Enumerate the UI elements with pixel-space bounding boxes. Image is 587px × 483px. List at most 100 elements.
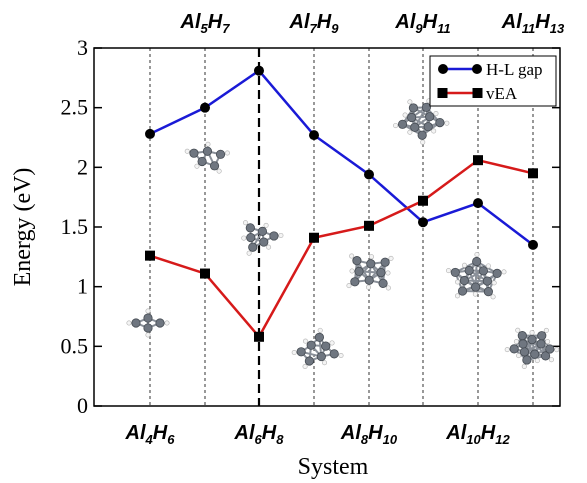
hydrogen-atom xyxy=(455,279,461,285)
category-guides xyxy=(149,48,534,406)
hydrogen-atom xyxy=(534,358,540,364)
data-point-vea xyxy=(364,220,374,231)
hydrogen-atom xyxy=(515,327,521,333)
aluminum-atom xyxy=(376,268,386,278)
cluster-sketch xyxy=(126,308,170,338)
hydrogen-atom xyxy=(322,360,328,366)
data-point-h-l-gap xyxy=(254,65,264,76)
aluminum-atom xyxy=(352,256,362,266)
aluminum-atom xyxy=(471,282,481,292)
hydrogen-atom xyxy=(241,235,247,241)
aluminum-atom xyxy=(189,148,199,158)
hydrogen-atom xyxy=(516,353,522,359)
aluminum-atom xyxy=(143,313,153,323)
aluminum-atom xyxy=(540,351,551,361)
y-tick-label: 0 xyxy=(77,393,88,418)
cluster-illustrations xyxy=(126,98,560,369)
aluminum-atom xyxy=(530,349,540,359)
hydrogen-atom xyxy=(461,262,467,268)
hydrogen-atom xyxy=(385,270,391,276)
aluminum-atom xyxy=(246,232,256,243)
aluminum-atom xyxy=(492,268,502,278)
system-label: Al6H8 xyxy=(234,422,285,447)
series-line-h-l-gap xyxy=(149,69,534,246)
aluminum-atom xyxy=(464,265,474,276)
hydrogen-atom xyxy=(184,148,190,154)
system-label: Al8H10 xyxy=(340,422,398,447)
data-point-vea xyxy=(418,195,428,206)
hydrogen-atom xyxy=(224,150,230,156)
hydrogen-atom xyxy=(317,327,323,333)
aluminum-atom xyxy=(364,275,374,285)
aluminum-atom xyxy=(482,276,492,286)
hydrogen-atom xyxy=(545,339,551,345)
y-axis-title: Energy (eV) xyxy=(10,168,36,287)
legend: H-L gap vEA xyxy=(429,55,557,107)
aluminum-atom xyxy=(417,130,427,140)
hydrogen-atom xyxy=(472,291,478,297)
aluminum-atom xyxy=(131,318,141,328)
cluster-sketch xyxy=(504,327,560,369)
y-tick-label: 1.5 xyxy=(61,214,89,239)
hydrogen-atom xyxy=(474,252,480,258)
hydrogen-atom xyxy=(385,285,391,291)
aluminum-atom xyxy=(478,266,489,276)
hydrogen-atom xyxy=(302,363,308,369)
aluminum-atom xyxy=(304,356,314,366)
aluminum-atom xyxy=(380,257,390,267)
y-tick-label: 2.5 xyxy=(61,95,89,120)
data-point-vea xyxy=(473,155,483,166)
data-point-h-l-gap xyxy=(528,239,538,250)
aluminum-atom xyxy=(397,119,408,129)
y-tick-label: 2 xyxy=(77,154,88,179)
cluster-sketch xyxy=(291,327,344,369)
legend-box xyxy=(429,55,557,107)
aluminum-atom xyxy=(536,339,546,349)
aluminum-atom xyxy=(407,112,417,123)
hydrogen-atom xyxy=(513,339,519,345)
hydrogen-atom xyxy=(338,352,344,358)
aluminum-atom xyxy=(527,334,537,345)
legend-marker-vea xyxy=(437,88,448,98)
aluminum-atom xyxy=(457,286,468,296)
aluminum-atom xyxy=(248,242,258,252)
hydrogen-atom xyxy=(393,123,399,129)
system-label: Al7H9 xyxy=(289,11,340,36)
aluminum-atom xyxy=(155,318,165,328)
aluminum-atom xyxy=(435,118,445,128)
hydrogen-atom xyxy=(194,163,200,169)
aluminum-atom xyxy=(483,287,493,297)
hydrogen-atom xyxy=(278,232,284,238)
hydrogen-atom xyxy=(242,220,248,226)
hydrogen-atom xyxy=(431,128,437,134)
aluminum-atom xyxy=(450,267,460,278)
hydrogen-atom xyxy=(444,120,450,126)
cluster-sketch xyxy=(241,220,284,256)
data-point-vea xyxy=(528,168,538,179)
legend-label-vea: vEA xyxy=(486,84,518,103)
hydrogen-atom xyxy=(346,283,352,289)
data-point-h-l-gap xyxy=(364,169,374,180)
hydrogen-atom xyxy=(554,347,560,353)
cluster-sketch xyxy=(346,253,394,291)
aluminum-atom xyxy=(306,340,316,350)
data-point-vea xyxy=(309,232,319,243)
aluminum-atom xyxy=(269,231,279,241)
legend-marker-hl-gap-end xyxy=(472,64,482,74)
hydrogen-atom xyxy=(216,168,222,174)
hydrogen-atom xyxy=(164,320,170,326)
hydrogen-atom xyxy=(402,112,408,118)
hydrogen-atom xyxy=(501,269,507,275)
system-label: Al4H6 xyxy=(125,422,176,447)
aluminum-atom xyxy=(509,344,519,354)
hydrogen-atom xyxy=(302,338,308,344)
aluminum-atom xyxy=(410,122,420,132)
hydrogen-atom xyxy=(349,253,355,259)
hydrogen-atom xyxy=(349,268,355,274)
data-point-vea xyxy=(145,250,155,261)
cluster-sketch xyxy=(184,141,230,174)
hydrogen-atom xyxy=(491,280,497,286)
aluminum-atom xyxy=(350,277,360,287)
hydrogen-atom xyxy=(263,222,269,228)
hydrogen-atom xyxy=(407,129,413,135)
